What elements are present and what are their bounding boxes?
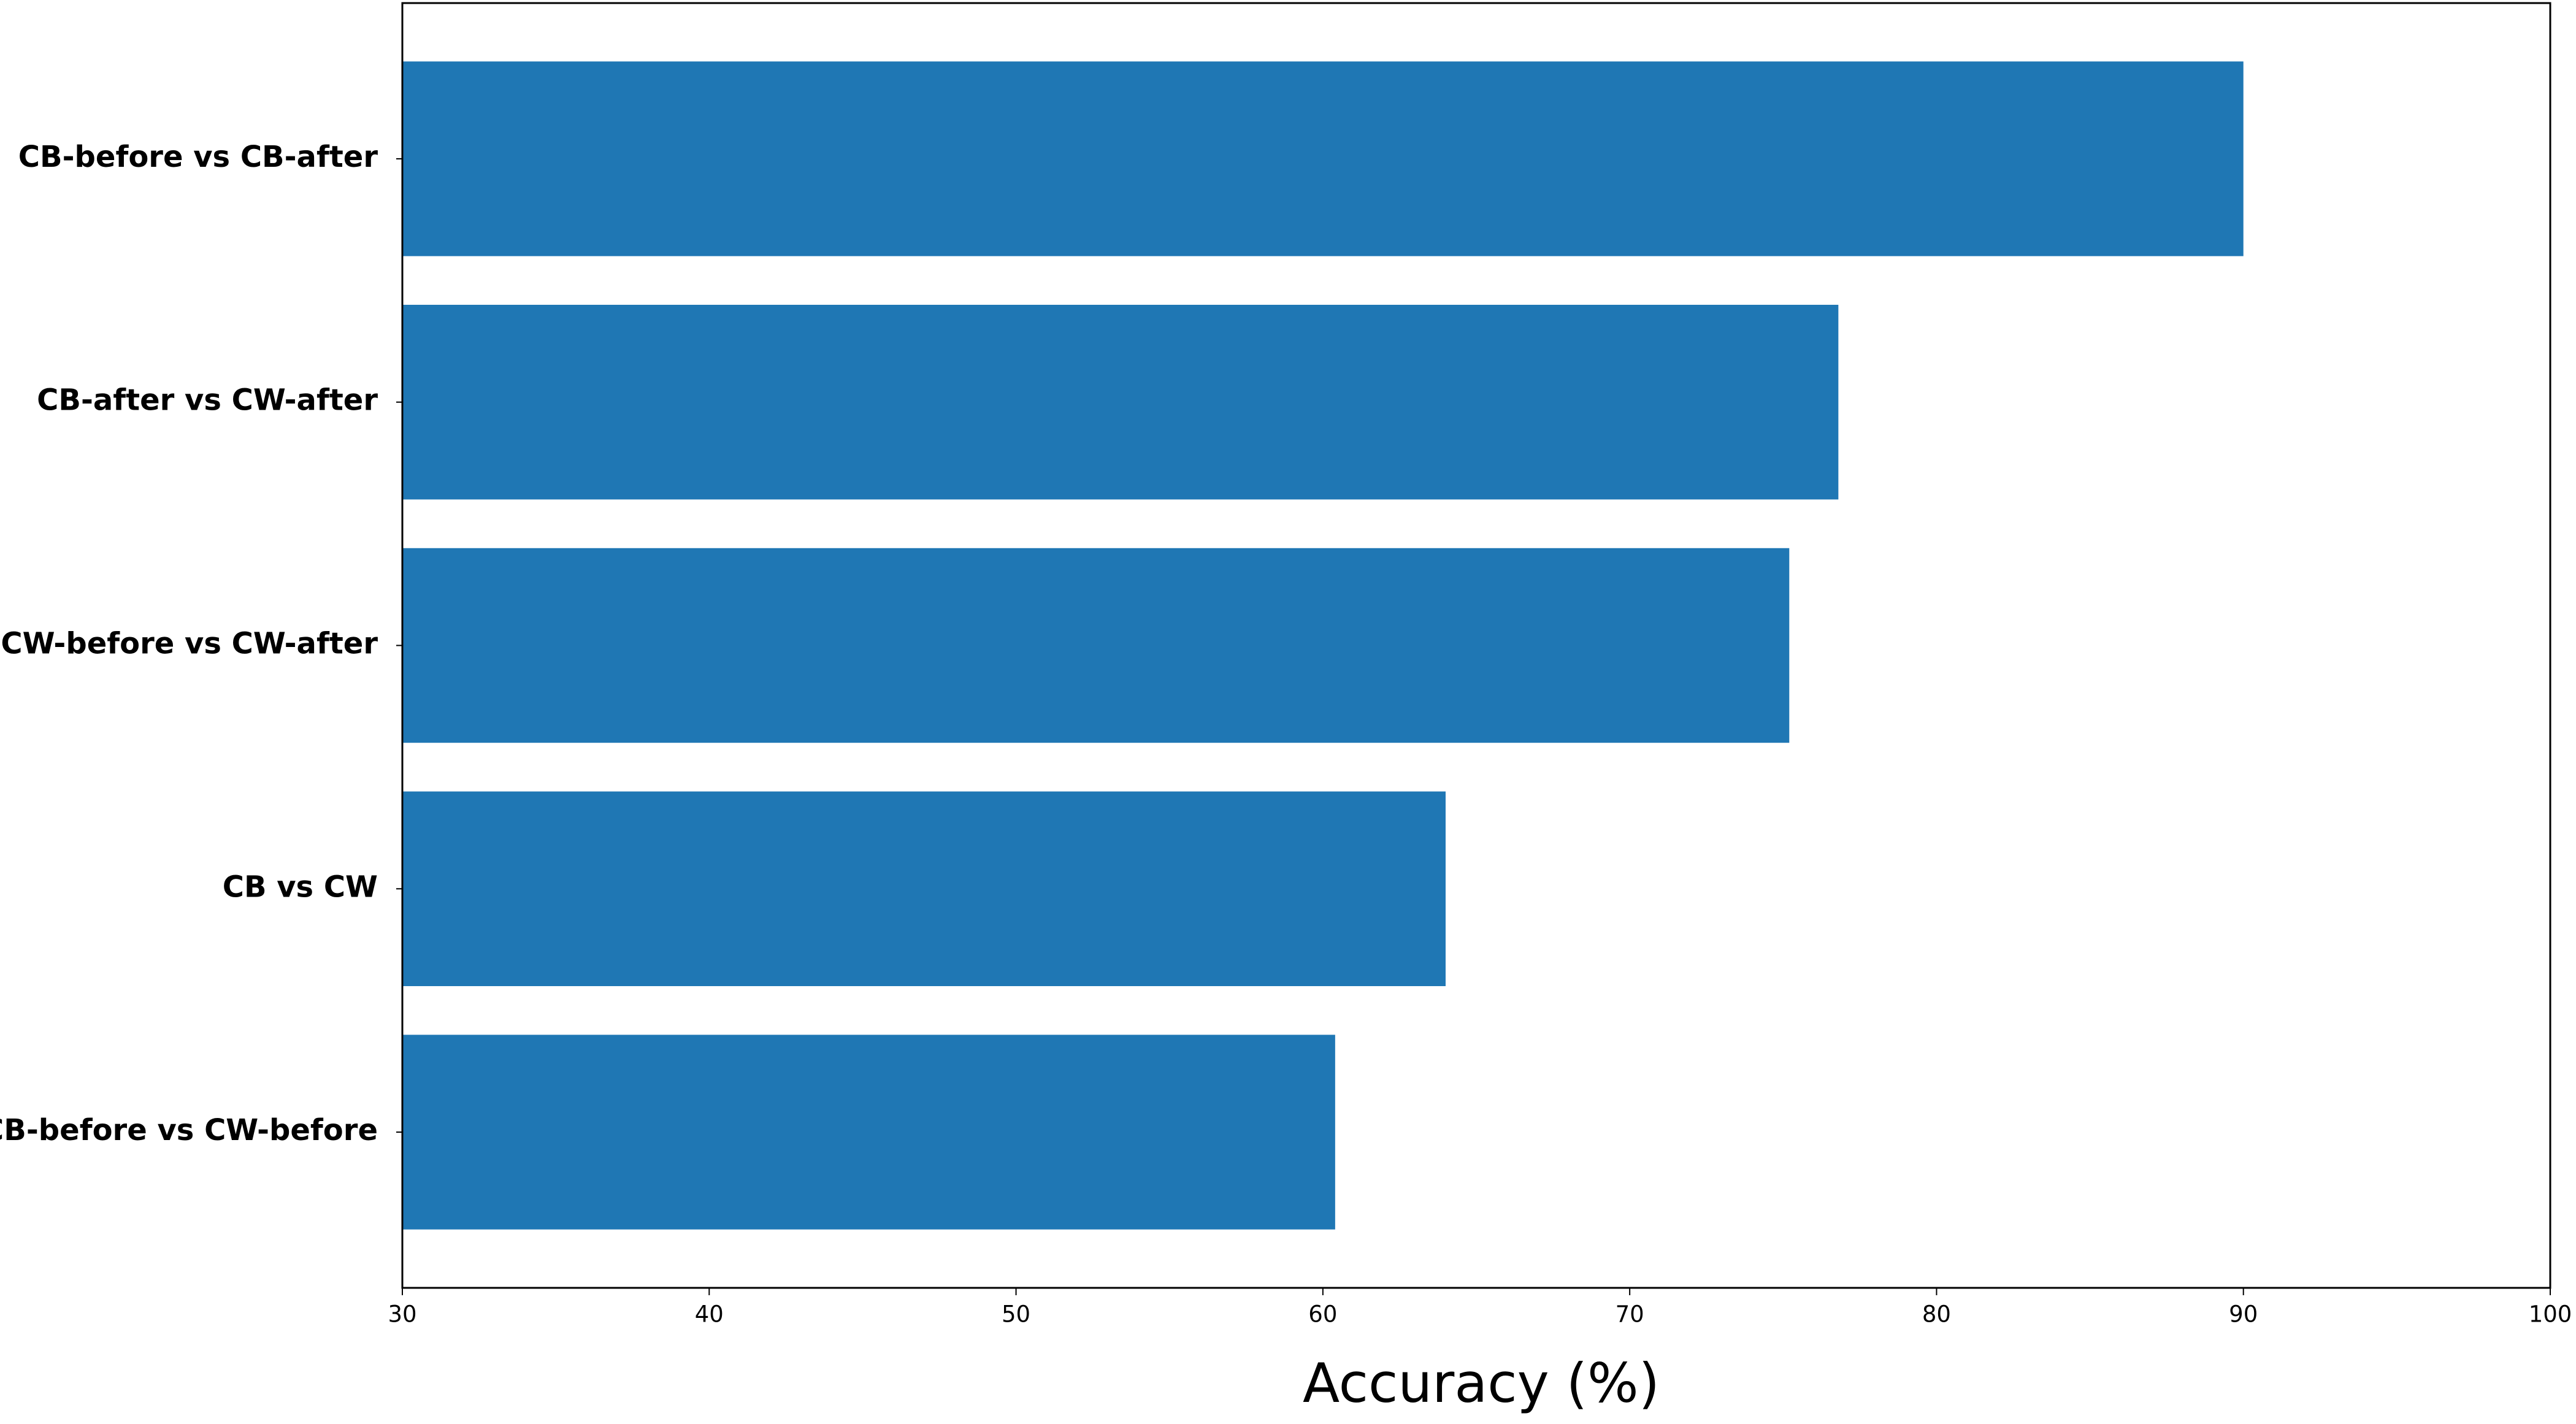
x-axis-label: Accuracy (%)	[1303, 1352, 1660, 1415]
x-tick-label: 60	[1308, 1301, 1337, 1328]
x-tick-label: 100	[2529, 1301, 2572, 1328]
axes-frame	[401, 2, 2551, 1289]
bar	[402, 61, 2244, 256]
x-tick-label: 50	[1002, 1301, 1030, 1328]
y-tick-label: CW-before vs CW-after	[1, 627, 378, 661]
y-tick-label: CB vs CW	[223, 870, 378, 904]
bar	[402, 791, 1446, 986]
bar	[402, 548, 1790, 743]
x-tick-label: 90	[2229, 1301, 2258, 1328]
x-tick-label: 30	[388, 1301, 416, 1328]
y-tick-label: CB-after vs CW-after	[37, 383, 378, 418]
y-tick-label: CB-before vs CW-before	[0, 1113, 378, 1147]
x-tick-label: 80	[1922, 1301, 1951, 1328]
x-tick-label: 40	[695, 1301, 724, 1328]
bar	[402, 305, 1839, 500]
x-tick-label: 70	[1616, 1301, 1644, 1328]
bar	[402, 1035, 1335, 1230]
y-tick-label: CB-before vs CB-after	[18, 140, 378, 174]
